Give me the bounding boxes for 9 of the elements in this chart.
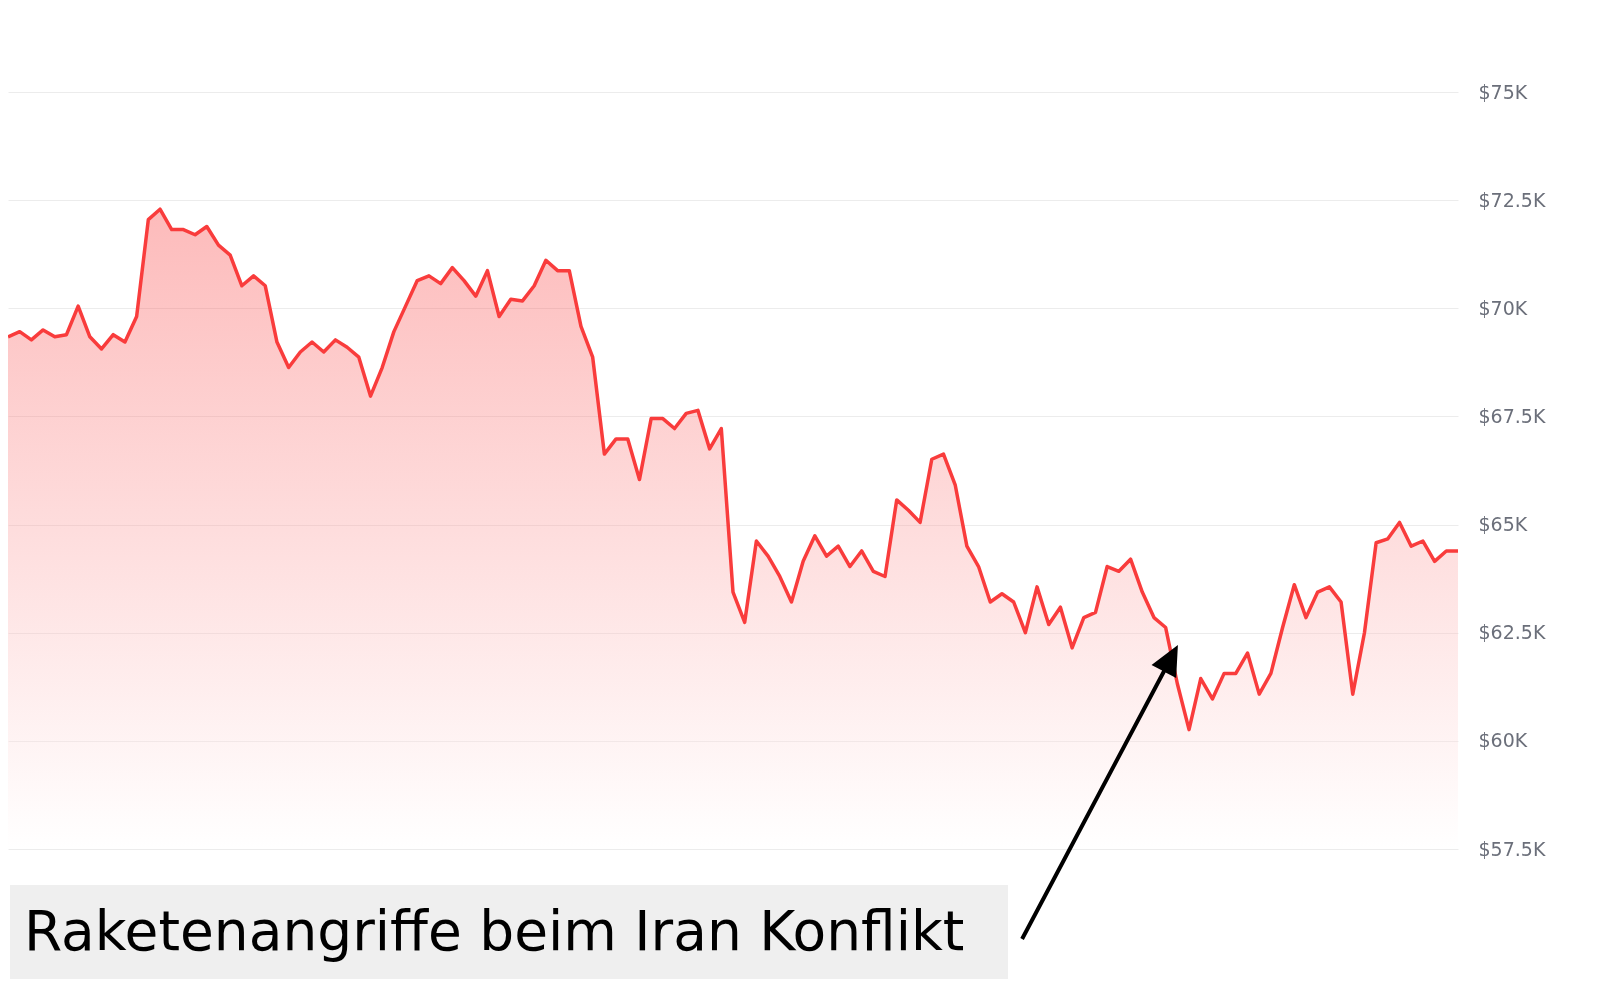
y-tick-label: $72.5K (1478, 188, 1546, 211)
y-tick-label: $62.5K (1478, 621, 1546, 644)
text: Raketenangriffe beim Iran Konflikt (24, 899, 965, 963)
y-tick-label: $57.5K (1478, 837, 1546, 860)
y-tick-label: $75K (1478, 80, 1528, 103)
y-tick-label: $65K (1478, 513, 1528, 536)
y-tick-label: $67.5K (1478, 404, 1546, 427)
y-tick-label: $70K (1478, 296, 1528, 319)
y-tick-label: $60K (1478, 729, 1528, 752)
